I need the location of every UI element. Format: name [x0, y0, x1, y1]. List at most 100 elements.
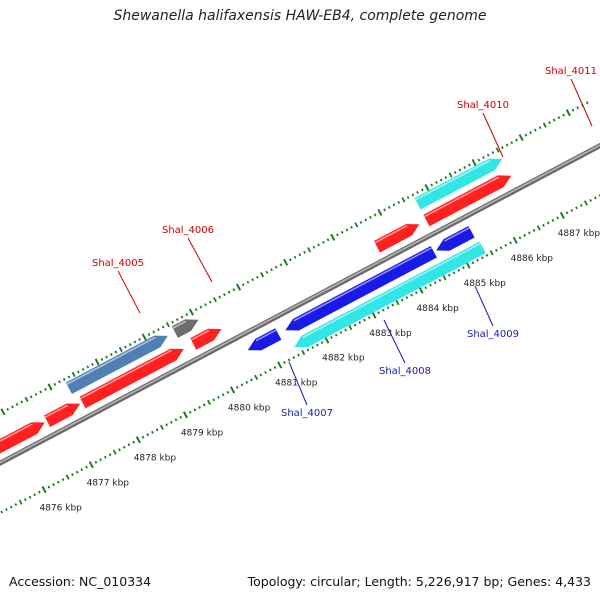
forward-tick-track-tick	[458, 168, 462, 172]
forward-tick-track-tick	[463, 166, 467, 170]
forward-tick-track-tick	[76, 370, 80, 374]
reverse-tick-track-tick	[433, 281, 437, 285]
reverse-tick-track-tick	[476, 258, 479, 262]
forward-tick-track-tick	[307, 247, 312, 253]
forward-tick-track-tick	[345, 228, 349, 232]
reverse-tick-track-tick	[28, 495, 32, 499]
reverse-tick-track-tick	[18, 499, 23, 505]
gene-label-leader	[117, 270, 141, 314]
forward-tick-track-tick	[109, 353, 113, 356]
reverse-tick-track-tick	[112, 449, 117, 455]
forward-tick-track-tick	[486, 153, 490, 157]
reverse-tick-track-tick	[391, 303, 395, 307]
gene-label-leader	[570, 78, 593, 127]
reverse-tick-track-tick	[509, 241, 512, 245]
reverse-tick-track-tick	[410, 293, 413, 297]
reverse-tick-track-tick	[330, 336, 333, 340]
forward-tick-track-tick	[538, 126, 542, 130]
forward-tick-track-tick	[542, 122, 547, 128]
axis-tick-label: 4880 kbp	[228, 404, 271, 414]
forward-tick-track-tick	[218, 295, 222, 299]
gene-red	[373, 224, 420, 253]
forward-tick-track-tick	[340, 230, 344, 234]
forward-tick-track-tick	[157, 328, 160, 332]
gene-label: Shal_4005	[92, 258, 144, 269]
reverse-tick-track-tick	[546, 221, 550, 225]
forward-tick-track-tick	[453, 171, 457, 174]
forward-tick-track-tick	[571, 108, 575, 112]
forward-tick-track-tick	[383, 208, 386, 212]
forward-tick-track-tick	[298, 253, 302, 257]
forward-tick-track-tick	[430, 183, 434, 187]
reverse-tick-track-tick	[80, 468, 84, 472]
forward-tick-track-tick	[321, 240, 325, 244]
forward-tick-track-tick	[246, 280, 250, 284]
reverse-tick-track-tick	[254, 374, 259, 381]
forward-tick-track-tick	[529, 131, 532, 135]
forward-tick-track-tick	[585, 101, 589, 105]
forward-tick-track-tick	[260, 272, 265, 278]
forward-tick-track-tick	[495, 147, 500, 153]
forward-tick-track-tick	[377, 208, 383, 216]
reverse-tick-track-tick	[250, 378, 253, 382]
gene-cyan	[294, 241, 486, 348]
forward-tick-track-tick	[58, 380, 61, 384]
forward-tick-track-tick	[81, 367, 85, 371]
forward-tick-track-tick	[326, 238, 330, 242]
forward-tick-track-tick	[482, 156, 485, 160]
reverse-tick-track-tick	[570, 208, 574, 212]
forward-tick-track-tick	[439, 178, 443, 182]
gene-blue-highlight	[255, 329, 277, 342]
reverse-tick-track-tick	[471, 261, 475, 265]
reverse-tick-track-tick	[480, 256, 484, 260]
forward-tick-track-tick	[161, 325, 165, 329]
forward-tick-track-tick	[359, 220, 363, 224]
axis-tick-label: 4877 kbp	[87, 478, 130, 488]
forward-tick-track-tick	[270, 268, 273, 272]
axis-tick-label: 4885 kbp	[463, 279, 506, 289]
forward-tick-track-tick	[185, 313, 189, 317]
forward-tick-track-tick	[354, 222, 359, 228]
gene-gray-highlight	[172, 320, 187, 329]
forward-tick-track-tick	[265, 270, 269, 274]
map-title: Shewanella halifaxensis HAW-EB4, complet…	[113, 8, 487, 24]
forward-tick-track-tick	[133, 340, 137, 344]
reverse-tick-track-tick	[135, 436, 141, 444]
reverse-tick-track-tick	[447, 273, 451, 277]
gene-label-leader	[482, 112, 504, 158]
gene-label: Shal_4009	[467, 329, 519, 340]
reverse-tick-track-tick	[212, 398, 216, 402]
forward-tick-track-tick	[330, 233, 336, 241]
forward-tick-track-tick	[114, 350, 118, 354]
reverse-tick-track-tick	[556, 216, 560, 220]
forward-tick-track-tick	[223, 293, 226, 297]
forward-tick-track-tick	[510, 141, 514, 145]
reverse-tick-track-tick	[207, 399, 211, 405]
gene-label: Shal_4011	[545, 66, 597, 77]
axis-tick-label: 4887 kbp	[558, 229, 600, 239]
reverse-tick-track-tick	[179, 415, 183, 419]
forward-tick-track-tick	[491, 151, 495, 155]
gene-red-highlight	[80, 349, 172, 400]
reverse-tick-track-tick	[400, 298, 404, 302]
gene-blue-highlight	[293, 247, 433, 322]
gene-red-highlight	[190, 329, 210, 341]
reverse-tick-track-tick	[306, 348, 310, 352]
reverse-tick-track-tick	[264, 370, 267, 374]
axis-tick-label: 4884 kbp	[416, 304, 459, 314]
forward-tick-track-tick	[411, 193, 415, 197]
reverse-tick-track-tick	[465, 261, 471, 269]
forward-tick-track-tick	[180, 315, 184, 319]
reverse-tick-track-tick	[38, 490, 41, 494]
forward-tick-track-tick	[283, 258, 289, 266]
forward-tick-track-tick	[62, 377, 66, 381]
forward-tick-track-tick	[293, 255, 297, 259]
axis-tick-label: 4878 kbp	[134, 453, 177, 463]
gene-red	[79, 348, 184, 409]
forward-tick-track-tick	[505, 143, 509, 147]
forward-tick-track-tick	[312, 245, 316, 249]
reverse-tick-track-tick	[579, 203, 583, 207]
reverse-tick-track-tick	[320, 341, 324, 345]
reverse-tick-track-tick	[71, 473, 74, 477]
reverse-tick-track-tick	[363, 318, 366, 322]
